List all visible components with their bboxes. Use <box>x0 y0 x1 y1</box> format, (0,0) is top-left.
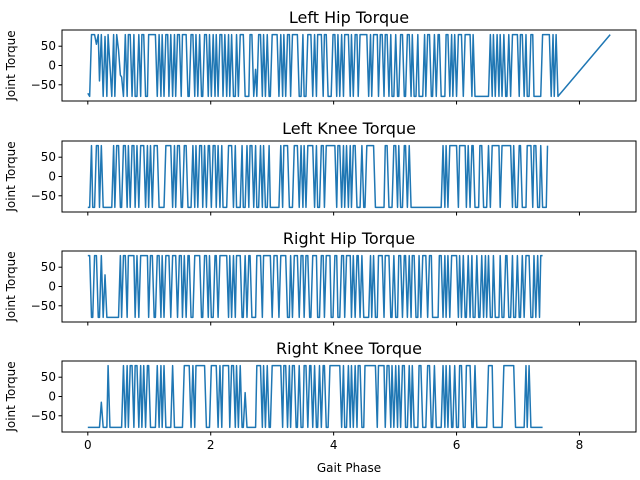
subplot-4: Right Knee Torque Joint Torque −50 0 50 0 2 4 6 8… <box>4 339 637 475</box>
subplot-title: Left Hip Torque <box>289 8 409 27</box>
x-tick-label: 6 <box>453 438 461 452</box>
series-line-1 <box>87 144 549 209</box>
series-line-1 <box>87 364 543 429</box>
y-tick-label: 50 <box>41 150 56 164</box>
series-line-1 <box>87 254 543 319</box>
y-tick-label: 0 <box>48 59 56 73</box>
y-tick-label: −50 <box>31 189 56 203</box>
y-axis-label: Joint Torque <box>4 361 18 432</box>
y-tick-label: 50 <box>41 370 56 384</box>
subplot-title: Right Hip Torque <box>283 229 415 248</box>
subplot-2: Left Knee Torque Joint Torque −50 0 50 <box>4 119 637 216</box>
subplot-1: Left Hip Torque Joint Torque −50 0 50 <box>4 8 637 105</box>
y-axis-label: Joint Torque <box>4 251 18 322</box>
series-line-1 <box>87 33 611 98</box>
y-tick-label: −50 <box>31 299 56 313</box>
axes-frame <box>61 360 637 433</box>
subplot-title: Right Knee Torque <box>276 339 422 358</box>
y-axis-label: Joint Torque <box>4 30 18 101</box>
subplot-title: Left Knee Torque <box>282 119 416 138</box>
axes-frame <box>61 140 637 213</box>
y-tick-label: 0 <box>48 390 56 404</box>
y-tick-label: 0 <box>48 170 56 184</box>
x-tick-label: 4 <box>330 438 338 452</box>
y-tick-label: −50 <box>31 78 56 92</box>
y-tick-label: 50 <box>41 260 56 274</box>
x-tick-label: 0 <box>84 438 92 452</box>
x-tick-label: 8 <box>576 438 584 452</box>
axes-frame <box>61 250 637 323</box>
subplot-3: Right Hip Torque Joint Torque −50 0 50 <box>4 229 637 326</box>
y-tick-label: 0 <box>48 280 56 294</box>
axes-frame <box>61 29 637 102</box>
y-tick-label: 50 <box>41 39 56 53</box>
x-tick-label: 2 <box>207 438 215 452</box>
x-axis-label: Gait Phase <box>317 461 381 475</box>
y-tick-label: −50 <box>31 409 56 423</box>
y-axis-label: Joint Torque <box>4 141 18 212</box>
